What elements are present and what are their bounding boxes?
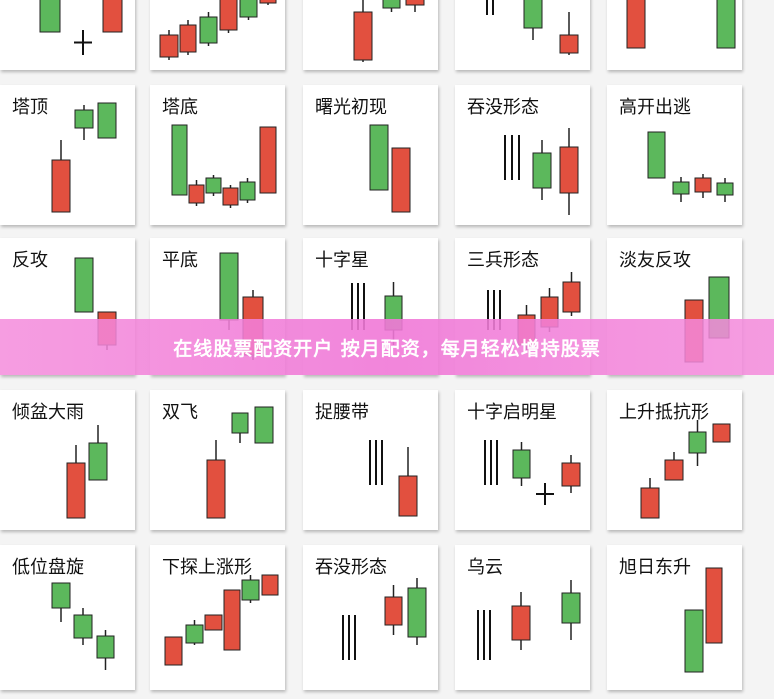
bearish-candle (626, 0, 646, 49)
bearish-candle (204, 614, 223, 631)
bearish-candle (384, 596, 403, 626)
bearish-candle (398, 475, 418, 517)
bullish-candle (254, 406, 274, 444)
pattern-label: 旭日东升 (619, 557, 691, 578)
bearish-candle (405, 0, 425, 6)
pattern-label: 平底 (162, 250, 198, 271)
bullish-candle (512, 449, 531, 479)
bullish-candle (205, 177, 222, 194)
bearish-candle (223, 589, 241, 651)
bullish-candle (88, 442, 108, 481)
bullish-candle (523, 0, 543, 29)
bullish-candle (716, 182, 734, 196)
pattern-label: 高开出逃 (619, 97, 691, 118)
bullish-candle (407, 587, 427, 638)
bullish-candle (73, 614, 93, 639)
bullish-candle (684, 609, 704, 673)
bullish-candle (199, 16, 218, 44)
pattern-label: 捉腰带 (315, 402, 369, 423)
bearish-candle (511, 605, 531, 641)
bearish-candle (664, 459, 684, 481)
pattern-label: 十字星 (315, 250, 369, 271)
bearish-candle (259, 126, 277, 194)
bullish-candle (185, 624, 204, 644)
bullish-candle (171, 124, 188, 196)
pattern-card: 高开出逃 (607, 85, 742, 225)
bullish-candle (688, 431, 707, 454)
bearish-candle (261, 574, 279, 596)
bearish-candle (559, 34, 579, 54)
bearish-candle (219, 0, 238, 31)
bullish-candle (716, 0, 736, 49)
pattern-label: 塔底 (162, 97, 198, 118)
bullish-candle (96, 635, 115, 659)
bearish-candle (559, 146, 579, 194)
pattern-card: 低位盘旋 (0, 545, 135, 690)
bullish-candle (382, 0, 401, 9)
bearish-candle (66, 462, 86, 519)
pattern-label: 三兵形态 (467, 250, 539, 271)
pattern-label: 淡友反攻 (619, 250, 691, 271)
bullish-candle (369, 124, 389, 191)
bullish-candle (51, 582, 71, 609)
bullish-candle (239, 0, 258, 18)
bullish-candle (647, 131, 666, 179)
bearish-candle (159, 34, 179, 58)
bearish-candle (179, 24, 197, 53)
bearish-candle (188, 184, 205, 204)
ad-banner[interactable]: 在线股票配资开户 按月配资，每月轻松增持股票 (0, 319, 774, 375)
bearish-candle (102, 0, 123, 33)
bullish-candle (672, 181, 690, 195)
bullish-candle (39, 0, 61, 33)
bullish-candle (74, 257, 94, 313)
bullish-candle (241, 579, 260, 601)
bearish-candle (51, 159, 71, 213)
bullish-candle (219, 252, 239, 321)
pattern-label: 吞没形态 (467, 97, 539, 118)
bullish-candle (97, 102, 117, 139)
bullish-candle (561, 592, 581, 624)
bearish-candle (391, 147, 411, 213)
pattern-label: 双飞 (162, 402, 198, 423)
pattern-label: 曙光初现 (315, 97, 387, 118)
bearish-candle (562, 281, 581, 313)
bearish-candle (640, 487, 660, 519)
pattern-label: 低位盘旋 (12, 557, 84, 578)
banner-text: 在线股票配资开户 按月配资，每月轻松增持股票 (173, 337, 601, 360)
pattern-label: 十字启明星 (467, 402, 557, 423)
bearish-candle (222, 187, 239, 206)
bearish-candle (259, 0, 277, 4)
pattern-label: 上升抵抗形 (619, 402, 709, 423)
bullish-candle (239, 181, 256, 201)
pattern-label: 塔顶 (12, 97, 48, 118)
pattern-label: 下探上涨形 (162, 557, 252, 578)
bullish-candle (231, 412, 249, 434)
bearish-candle (561, 462, 581, 487)
bullish-candle (532, 152, 552, 189)
pattern-label: 倾盆大雨 (12, 402, 84, 423)
bearish-candle (712, 423, 731, 443)
bearish-candle (705, 567, 723, 644)
bearish-candle (164, 636, 183, 666)
pattern-card: 曙光初现 (303, 85, 438, 225)
bearish-candle (353, 11, 373, 61)
pattern-label: 吞没形态 (315, 557, 387, 578)
bearish-candle (694, 177, 712, 193)
bearish-candle (206, 459, 226, 519)
bullish-candle (74, 109, 94, 129)
pattern-label: 乌云 (467, 557, 503, 578)
pattern-label: 反攻 (12, 250, 48, 271)
